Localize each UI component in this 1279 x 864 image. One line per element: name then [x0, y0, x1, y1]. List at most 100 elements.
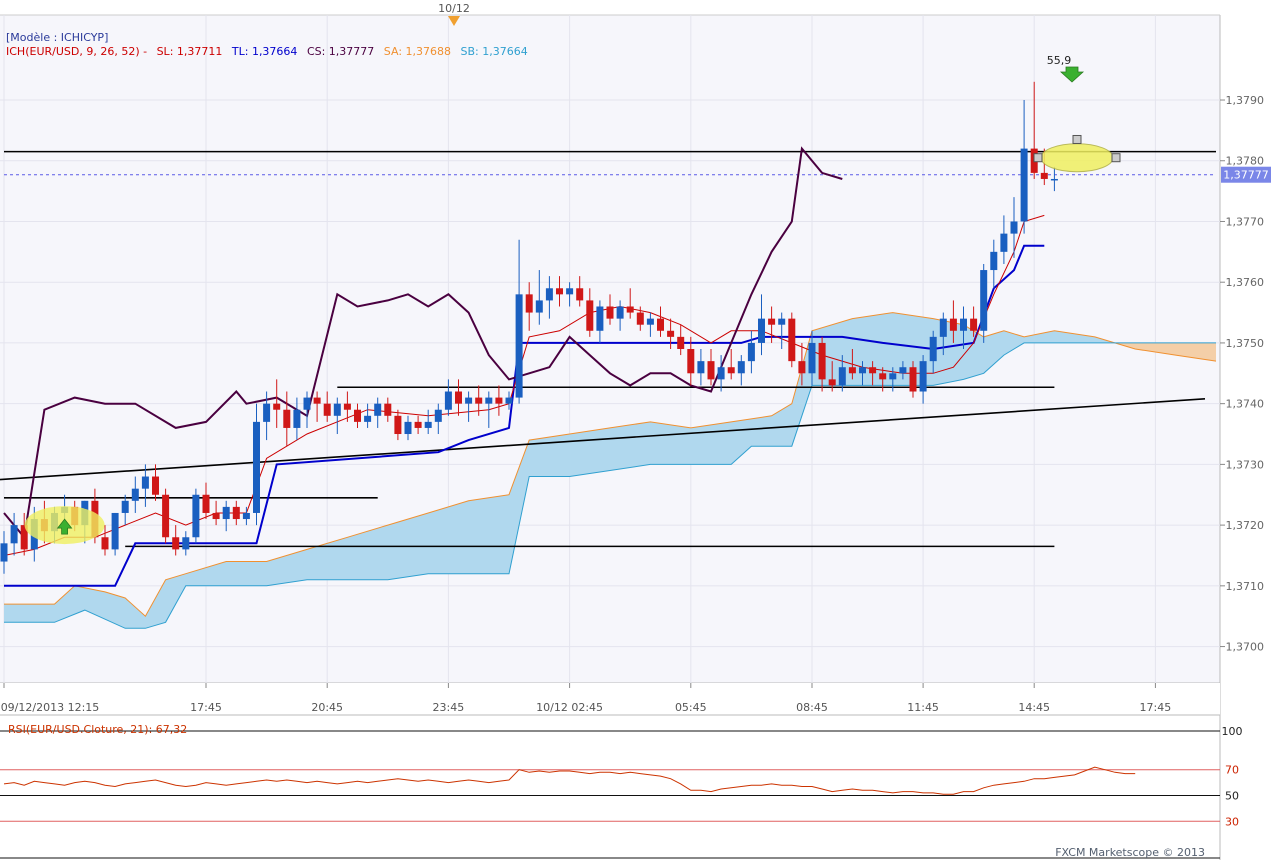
candle-body [616, 306, 624, 319]
candle-body [212, 512, 220, 520]
candle-body [576, 288, 584, 301]
price-tick-label: 1,3720 [1226, 519, 1265, 532]
candle-body [606, 306, 614, 319]
candle-body [283, 409, 291, 428]
sell-arrow-icon [1059, 66, 1085, 83]
candle-body [141, 476, 149, 489]
candle-body [485, 397, 493, 404]
candle-body [768, 318, 776, 325]
candle-body [354, 409, 361, 422]
rsi-line [3, 766, 1136, 795]
candle-body [162, 494, 170, 538]
candle-body [535, 300, 543, 313]
cs-value: CS: 1,37777 [307, 45, 374, 58]
candle-body [949, 318, 957, 331]
ich-params: ICH(EUR/USD, 9, 26, 52) - [6, 45, 147, 58]
date-marker-label: 10/12 [438, 2, 470, 15]
candle-body [556, 288, 563, 295]
candle-body [525, 294, 533, 313]
rsi-tick-bg [1221, 814, 1243, 829]
candle-body [444, 391, 452, 410]
rsi-title: RSI(EUR/USD.Cloture, 21): 67,32 [8, 723, 187, 736]
candle-body [475, 397, 483, 404]
candle-body [232, 506, 240, 520]
candle-body [990, 251, 998, 271]
rsi-tick-label: 70 [1225, 764, 1239, 777]
candle-body [1010, 221, 1018, 234]
price-tick-label: 1,3760 [1226, 276, 1265, 289]
candle-body [303, 397, 311, 410]
candle-body [263, 403, 271, 422]
candle-body [455, 391, 462, 404]
date-marker-icon[interactable] [448, 16, 460, 26]
candle-body [414, 421, 422, 428]
time-tick-label: 14:45 [1018, 701, 1050, 714]
candle-body [657, 318, 664, 331]
peak-label: 55,9 [1047, 54, 1072, 67]
candle-body [788, 318, 796, 362]
candle-body [111, 512, 119, 550]
candle-body [404, 421, 412, 435]
tl-value: TL: 1,37664 [231, 45, 298, 58]
rsi-panel: 100 70 50 30 [0, 724, 1243, 859]
candle-body [778, 318, 786, 325]
candle-body [707, 361, 715, 380]
rsi-tick-label: 30 [1225, 815, 1239, 828]
candle-body [758, 318, 765, 343]
candle-body [727, 367, 735, 374]
price-tick-label: 1,3730 [1226, 458, 1265, 471]
candle-body [505, 397, 513, 404]
rsi-tick-bg [1221, 788, 1243, 803]
last-price-label: 1,37777 [1223, 169, 1269, 182]
candle-body [253, 421, 260, 513]
price-tick-label: 1,3740 [1226, 398, 1265, 411]
candle-body [869, 367, 877, 374]
candle-body [677, 336, 685, 349]
candle-body [242, 512, 250, 520]
rsi-tick-bg [1221, 724, 1243, 738]
annotations: 55,9 [24, 54, 1121, 545]
candle-body [20, 525, 28, 550]
candle-body [222, 506, 230, 520]
cloud-bearish-area [1120, 342, 1216, 362]
candle-body [808, 342, 816, 374]
candle-body [747, 342, 755, 362]
candle-body [818, 342, 826, 380]
candle-body [899, 367, 907, 374]
rsi-tick-bg [1221, 762, 1243, 777]
time-tick-label: 08:45 [796, 701, 828, 714]
candle-body [343, 403, 351, 410]
candle-body [131, 488, 139, 501]
buy-arrow-icon [56, 518, 73, 535]
ichimoku-cloud [4, 312, 1217, 629]
candle-body [828, 379, 836, 386]
sb-value: SB: 1,37664 [461, 45, 528, 58]
time-tick-label: 11:45 [907, 701, 939, 714]
candle-body [192, 494, 200, 538]
candle-body [798, 361, 806, 374]
candle-body [1020, 148, 1028, 222]
candle-body [515, 294, 523, 398]
candle-body [495, 397, 503, 404]
candle-body [313, 397, 321, 404]
sa-value: SA: 1,37688 [384, 45, 451, 58]
candle-body [374, 403, 382, 416]
model-label: [Modèle : ICHICYP] [6, 31, 108, 44]
candle-body [970, 318, 978, 331]
price-tick-label: 1,3770 [1226, 215, 1265, 228]
price-tick-label: 1,3790 [1226, 94, 1265, 107]
candle-body [960, 318, 967, 331]
candle-body [929, 336, 937, 362]
candle-body [717, 367, 725, 380]
candle-body [667, 330, 675, 337]
candle-body [424, 421, 432, 428]
candle-body [0, 543, 8, 562]
candle-body [152, 476, 159, 495]
candle-body [172, 537, 180, 550]
candle-body [909, 367, 917, 392]
ich-label: ICH(EUR/USD, 9, 26, 52) - SL: 1,37711 TL… [6, 45, 528, 58]
candle-body [465, 397, 473, 404]
support-resistance-lines [0, 150, 1216, 548]
